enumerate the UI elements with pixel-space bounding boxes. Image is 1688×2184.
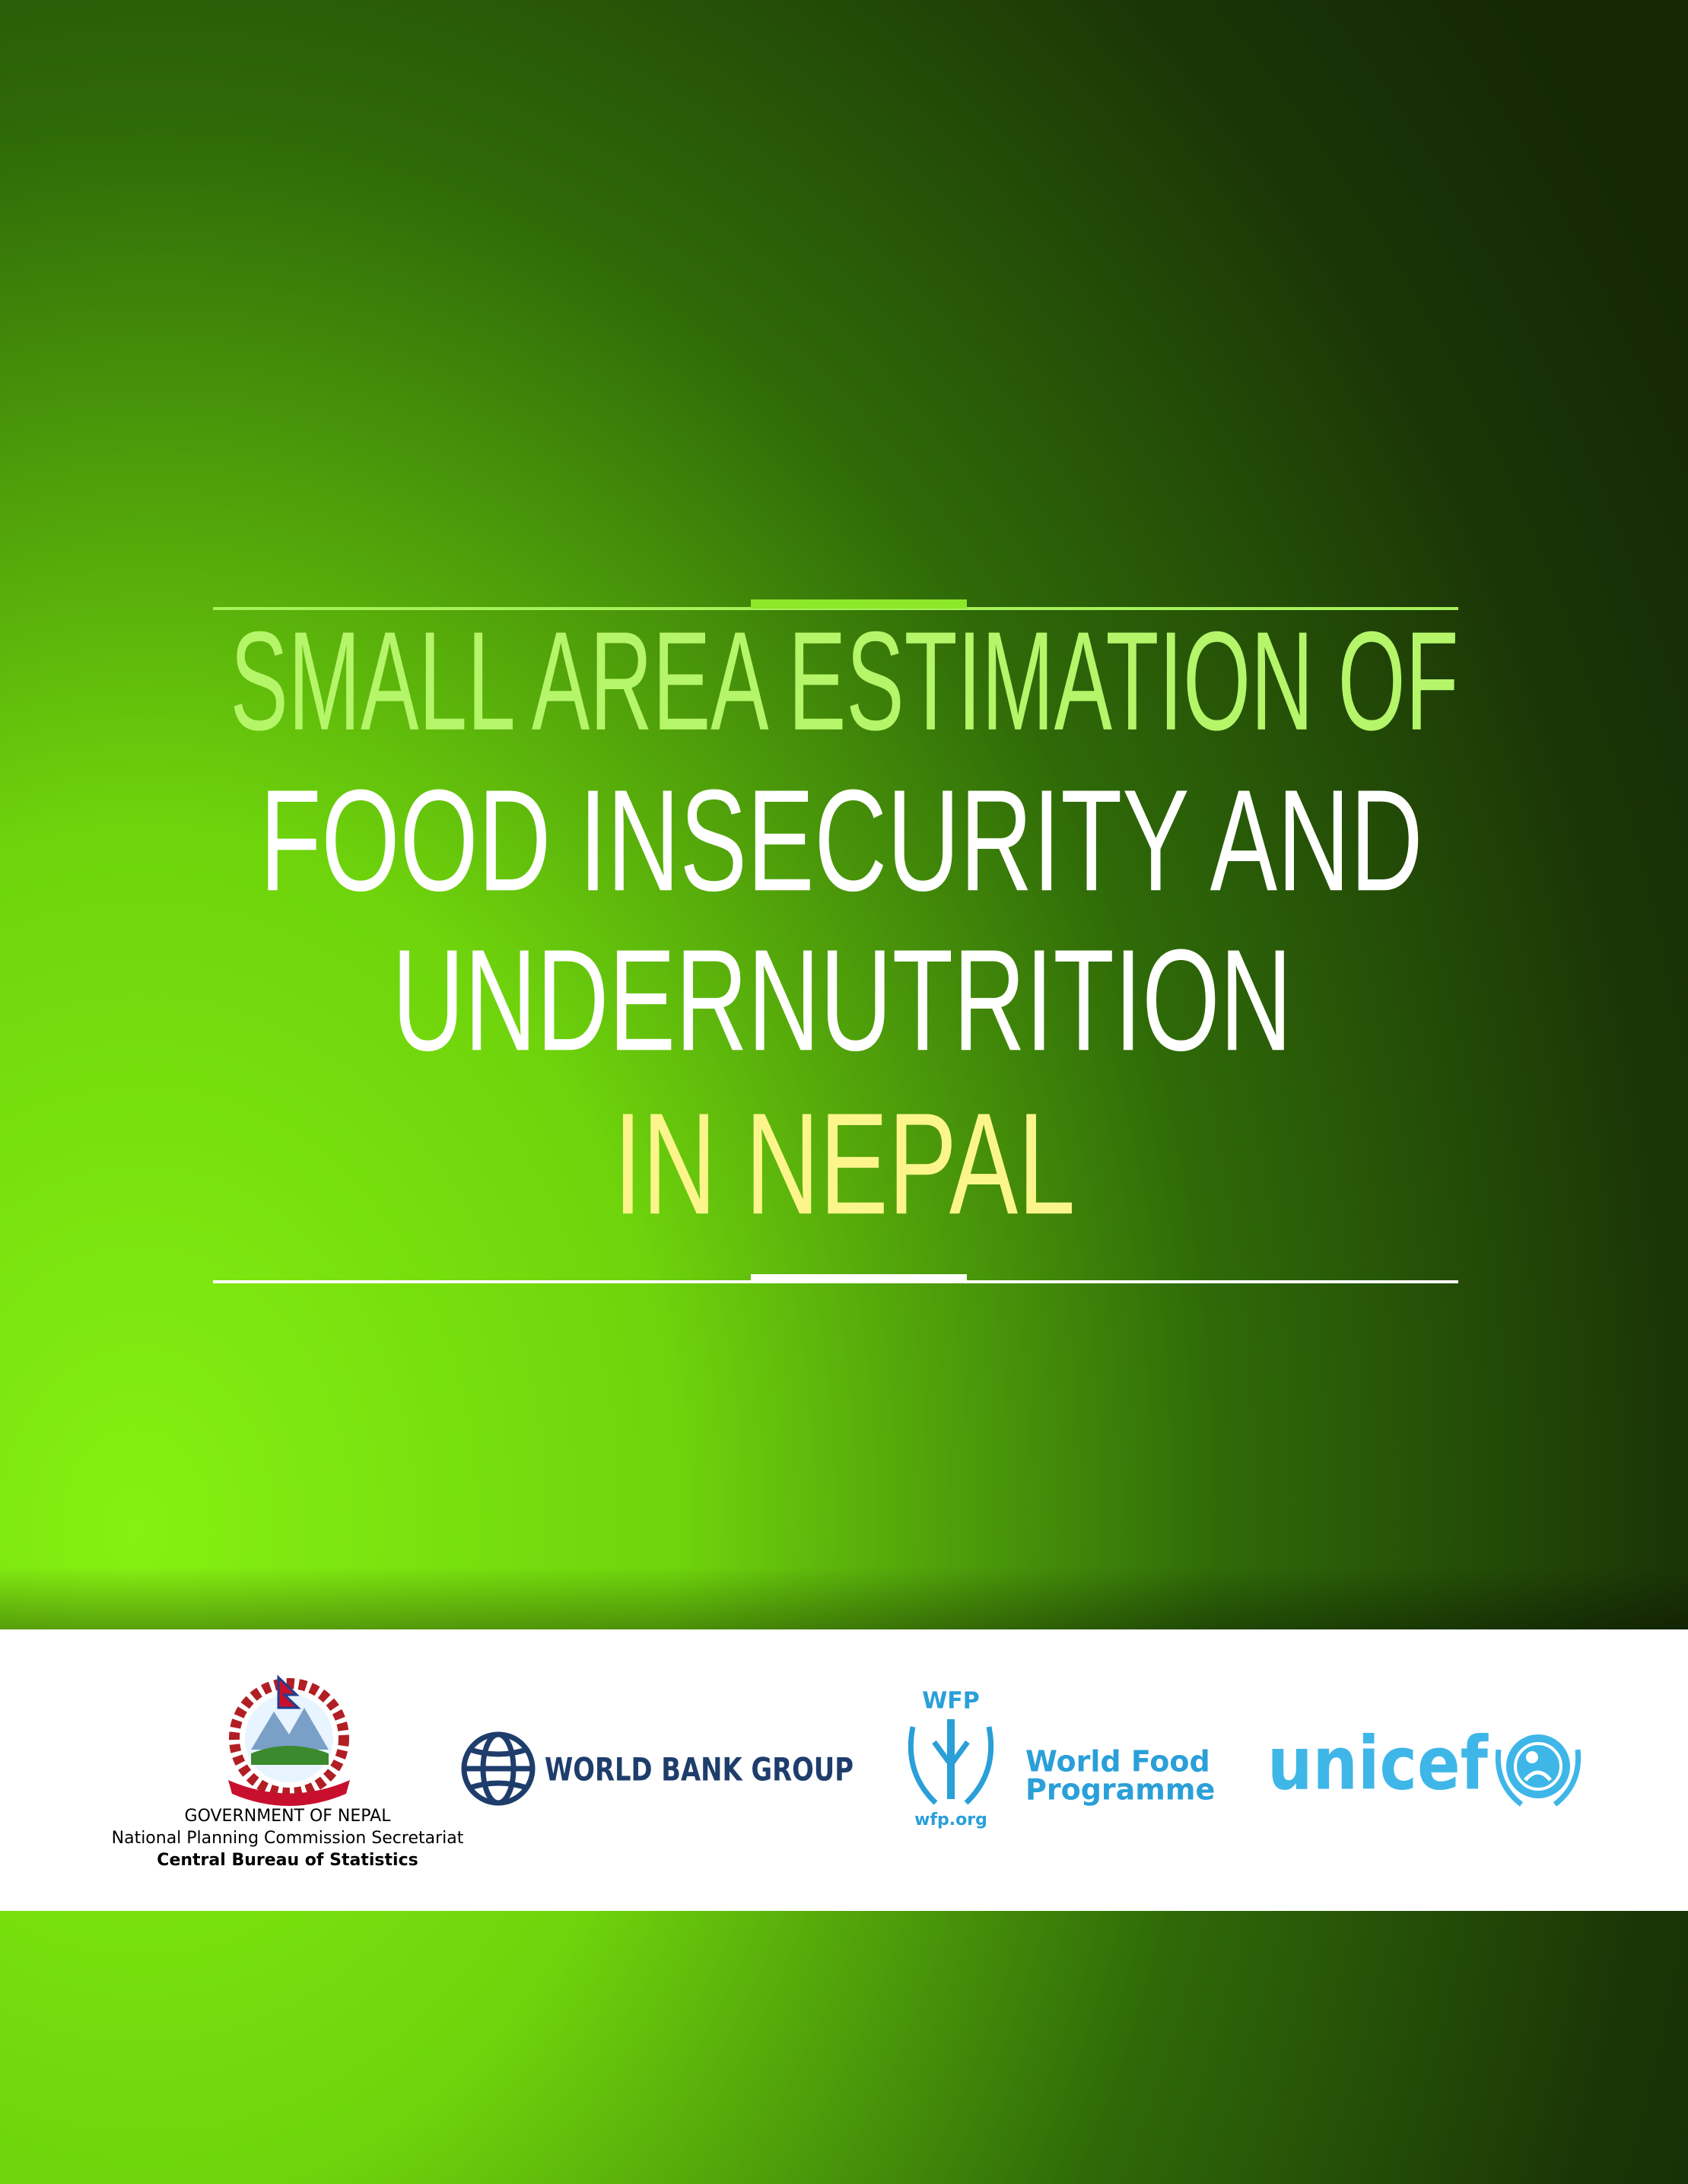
gov-line-3: Central Bureau of Statistics xyxy=(157,1851,418,1870)
world-bank-globe xyxy=(461,1731,536,1806)
nepal-emblem xyxy=(228,1674,350,1806)
title-line-4: IN NEPAL xyxy=(614,1083,1076,1245)
unicef-emblem xyxy=(1495,1734,1582,1807)
title-line-1: SMALL AREA ESTIMATION OF xyxy=(230,603,1459,760)
wfp-acronym: WFP xyxy=(922,1688,980,1715)
gov-line-1: GOVERNMENT OF NEPAL xyxy=(185,1807,392,1826)
band-shadow xyxy=(0,1567,1688,1636)
rule-bottom-accent xyxy=(751,1274,967,1282)
wfp-url: wfp.org xyxy=(914,1810,987,1830)
rule-top-accent xyxy=(751,599,967,609)
world-bank-name: WORLD BANK GROUP xyxy=(545,1751,854,1788)
title-line-2: FOOD INSECURITY AND xyxy=(260,760,1423,921)
unicef-name: unicef xyxy=(1267,1721,1489,1806)
wfp-line-1: World Food xyxy=(1025,1745,1210,1779)
gov-line-2: National Planning Commission Secretariat xyxy=(112,1829,464,1848)
wfp-emblem xyxy=(908,1719,994,1805)
title-line-3: UNDERNUTRITION xyxy=(393,920,1292,1081)
wfp-line-2: Programme xyxy=(1025,1773,1215,1807)
